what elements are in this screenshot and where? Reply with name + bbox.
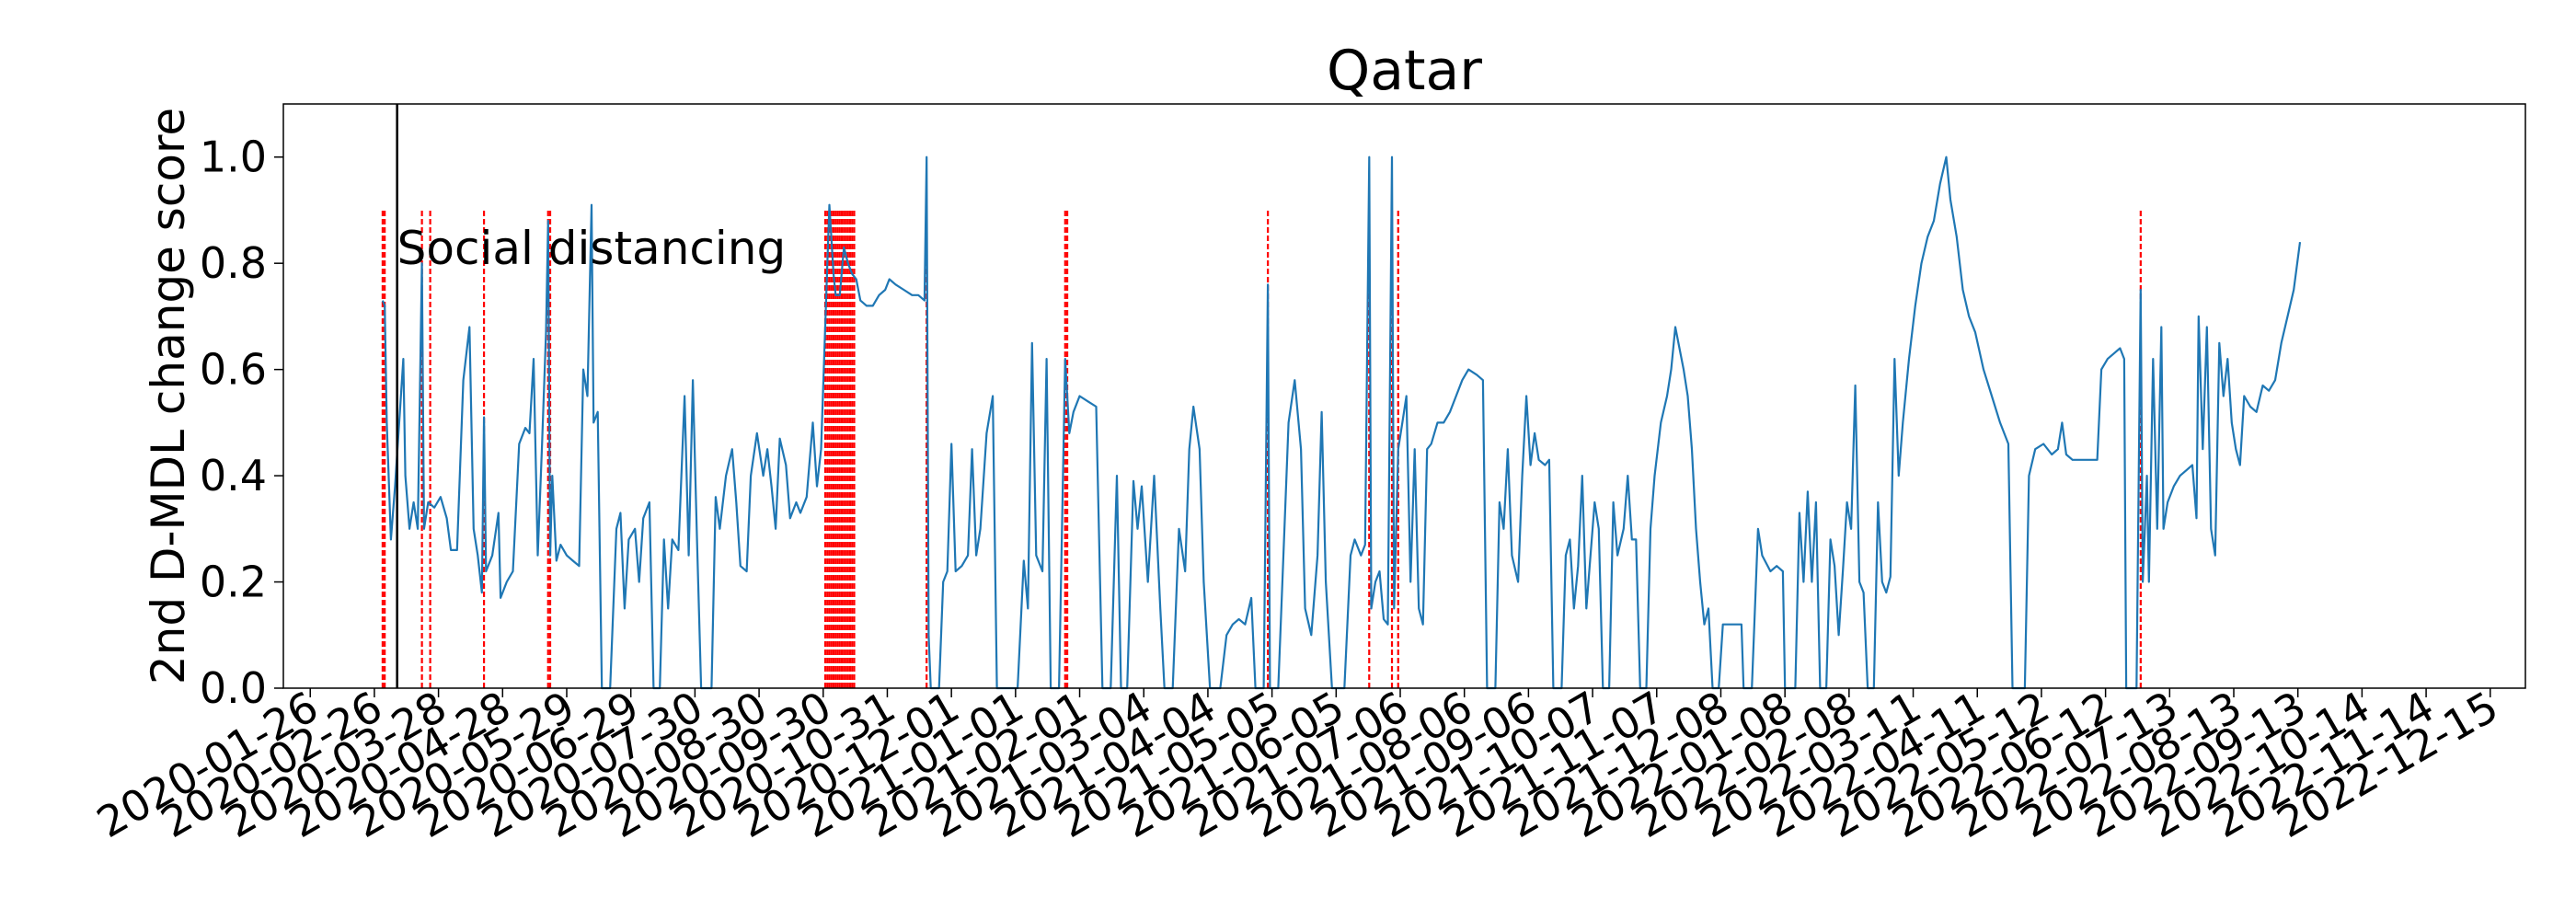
event-lines: Social distancing bbox=[396, 104, 787, 688]
series-line bbox=[381, 155, 2302, 690]
y-tick-label: 0.0 bbox=[200, 663, 267, 713]
chart-title: Qatar bbox=[1327, 39, 1482, 103]
y-tick-label: 0.6 bbox=[200, 345, 267, 395]
y-axis: 0.0 0.2 0.4 0.6 0.8 1.0 bbox=[200, 132, 283, 713]
plot-frame bbox=[282, 103, 2526, 689]
event-label: Social distancing bbox=[397, 222, 787, 275]
x-axis: 2020-01-262020-02-262020-03-282020-04-28… bbox=[88, 682, 2506, 847]
y-tick-label: 0.2 bbox=[200, 558, 267, 607]
y-tick-label: 0.8 bbox=[200, 238, 267, 288]
alarm-lines bbox=[381, 210, 2142, 688]
y-tick-label: 1.0 bbox=[200, 132, 267, 182]
y-axis-label: 2nd D-MDL change score bbox=[142, 108, 195, 684]
y-tick-label: 0.4 bbox=[200, 451, 267, 500]
